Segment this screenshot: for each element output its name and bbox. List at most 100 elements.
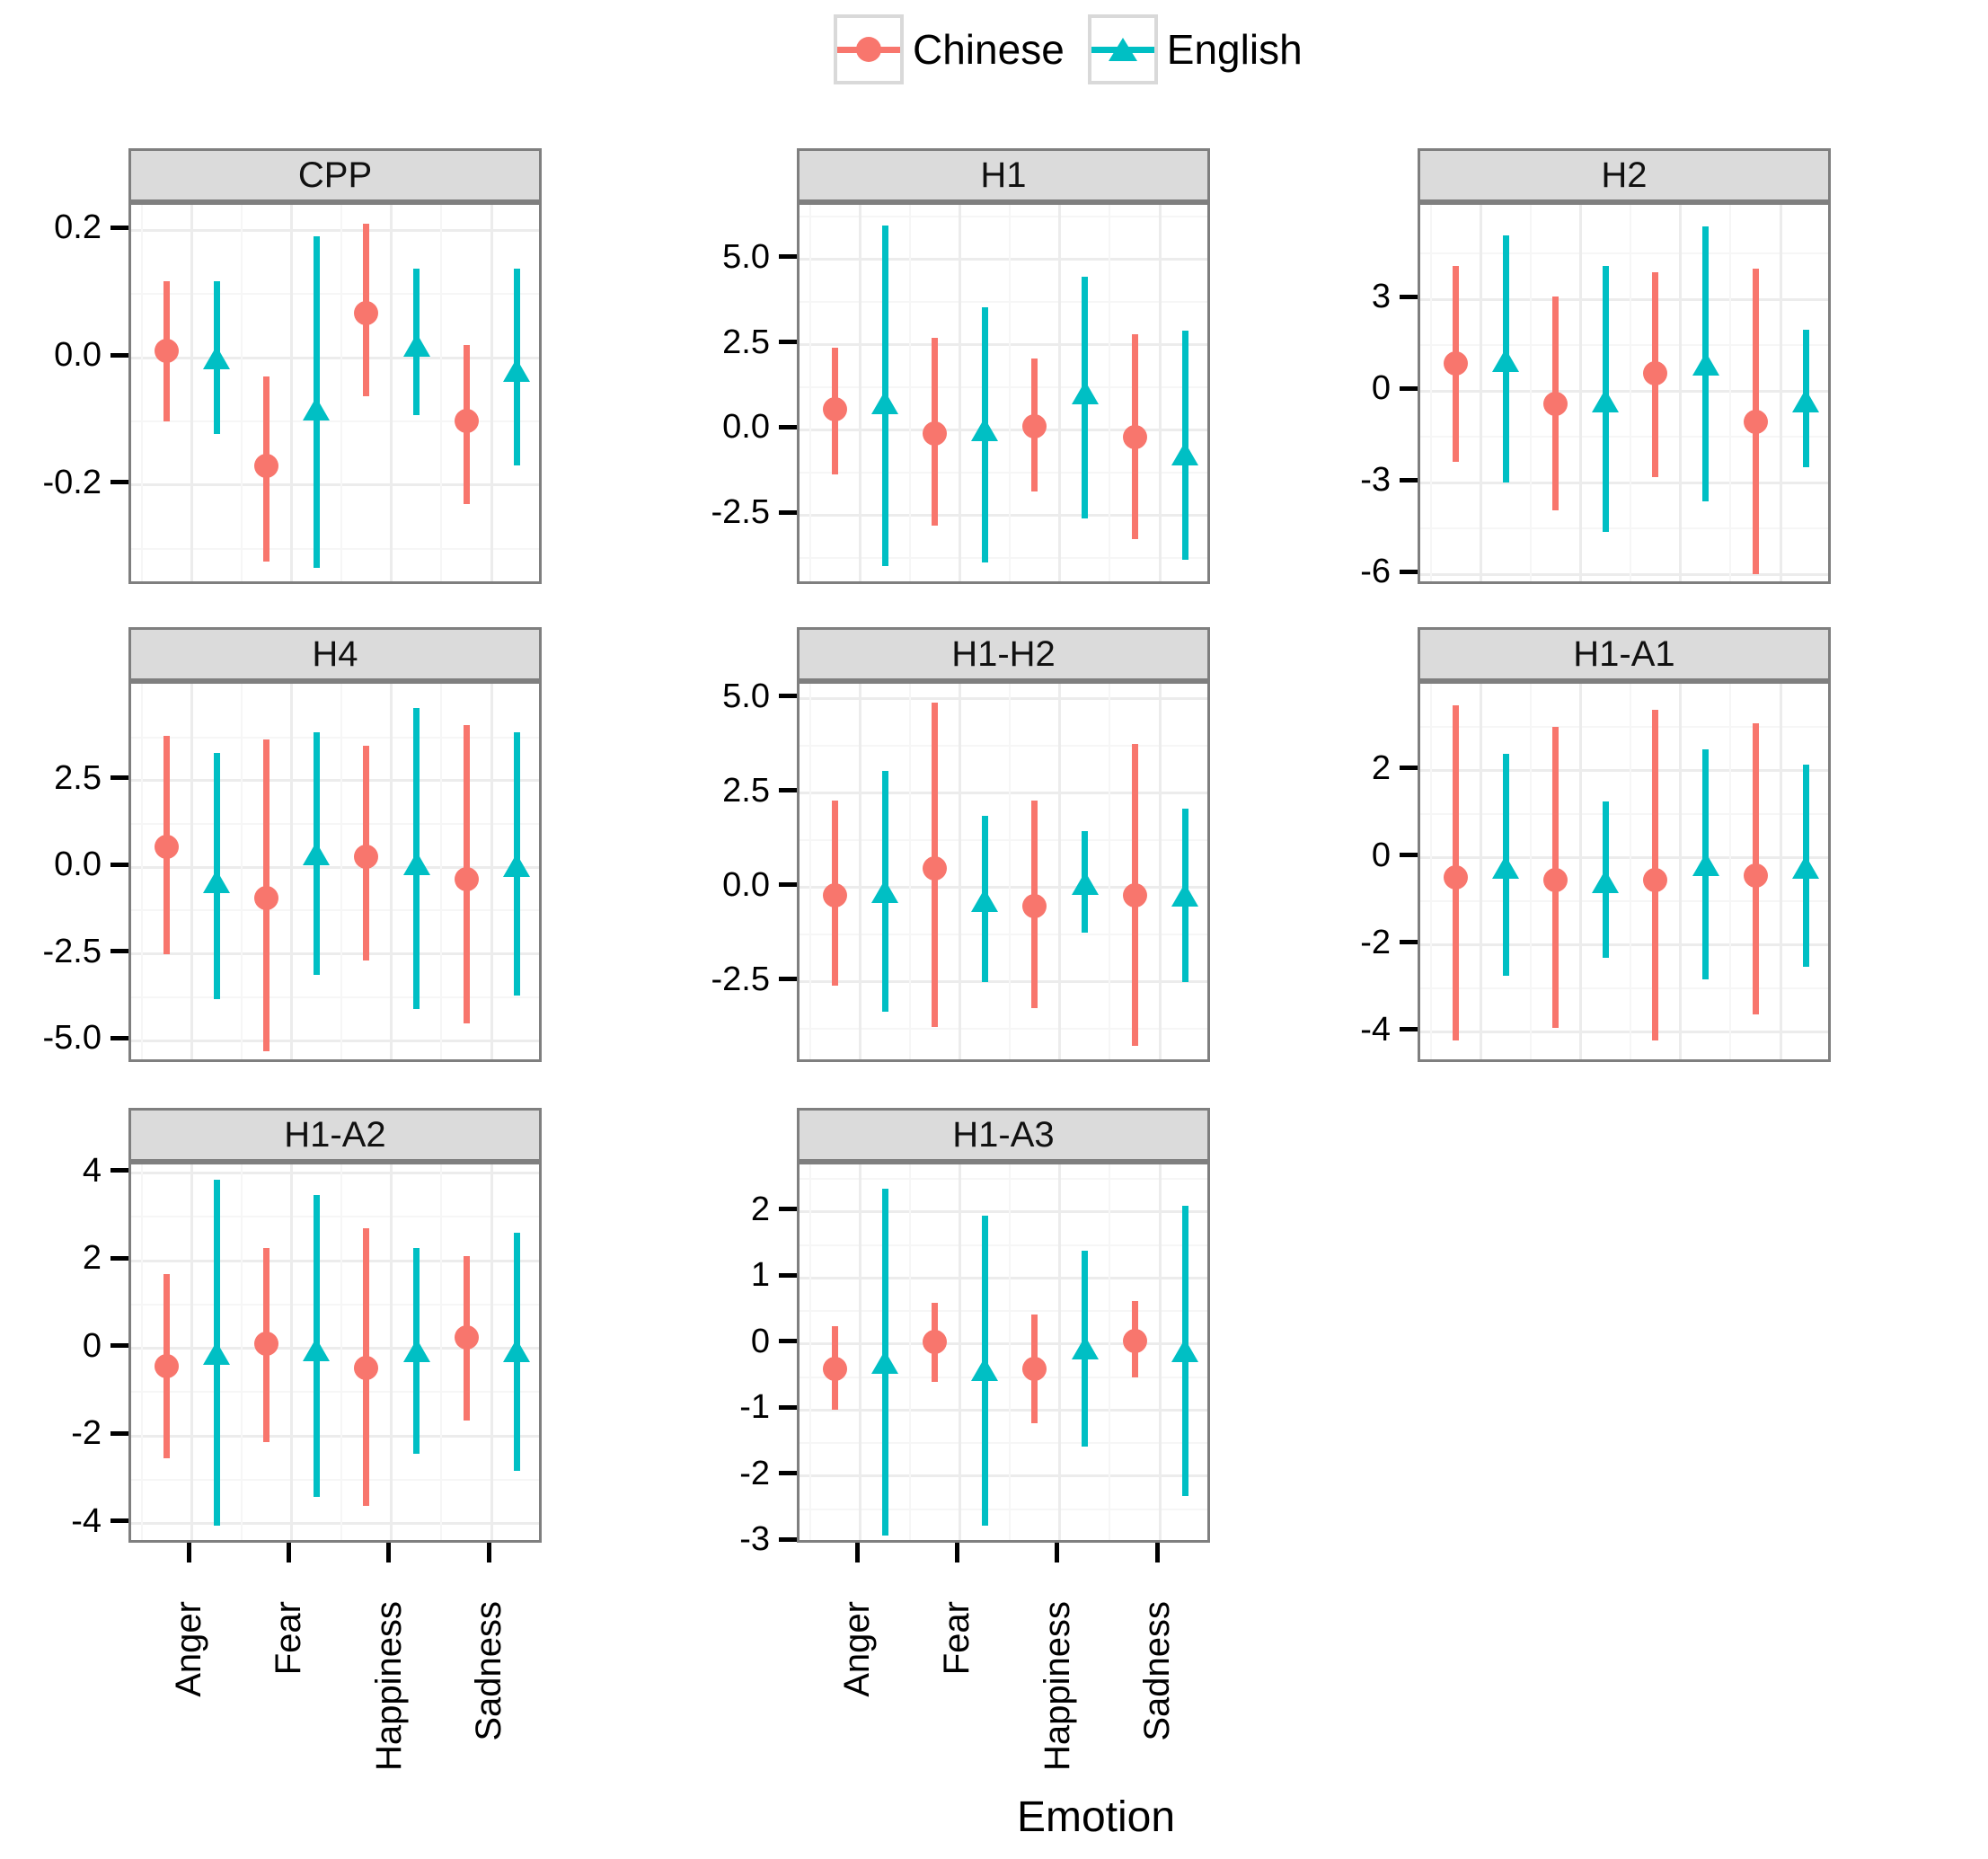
gridline-minor-vertical bbox=[908, 684, 911, 1059]
gridline-major bbox=[800, 1276, 1207, 1279]
legend-item-chinese: Chinese bbox=[834, 14, 1065, 84]
chinese-circle-marker bbox=[1542, 391, 1568, 416]
gridline-major-vertical bbox=[1058, 684, 1062, 1059]
y-tick-label: 2 bbox=[1371, 748, 1391, 787]
y-tick bbox=[110, 1035, 128, 1040]
gridline-minor-vertical bbox=[240, 684, 243, 1059]
y-tick-label: -4 bbox=[1360, 1010, 1391, 1049]
gridline-minor-vertical bbox=[1529, 205, 1532, 581]
english-triangle-marker bbox=[871, 879, 899, 903]
y-tick bbox=[779, 1471, 797, 1476]
gridline-minor bbox=[131, 736, 539, 739]
gridline-minor-vertical bbox=[340, 684, 343, 1059]
gridline-minor-vertical bbox=[808, 684, 811, 1059]
gridline-minor-vertical bbox=[808, 205, 811, 581]
gridline-minor bbox=[131, 823, 539, 826]
gridline-minor-vertical bbox=[1109, 1164, 1111, 1540]
chinese-circle-marker bbox=[154, 1353, 179, 1378]
gridline-major bbox=[800, 1342, 1207, 1346]
x-axis-title: Emotion bbox=[1016, 1793, 1176, 1841]
y-tick bbox=[1400, 853, 1418, 858]
chinese-circle-marker bbox=[253, 1332, 278, 1357]
gridline-major bbox=[800, 792, 1207, 795]
chinese-circle-marker bbox=[922, 420, 947, 446]
gridline-minor bbox=[800, 839, 1207, 842]
gridline-major bbox=[1420, 943, 1828, 947]
english-triangle-marker bbox=[203, 346, 231, 369]
gridline-major bbox=[131, 1039, 539, 1042]
y-tick-label: 0.0 bbox=[54, 845, 102, 884]
y-tick bbox=[110, 1255, 128, 1261]
gridline-minor-vertical bbox=[1009, 1164, 1012, 1540]
y-tick bbox=[779, 1207, 797, 1212]
chinese-circle-marker bbox=[454, 409, 479, 434]
gridline-major bbox=[1420, 1031, 1828, 1034]
facet-strip: H1-A3 bbox=[797, 1108, 1210, 1162]
y-tick-label: 4 bbox=[82, 1151, 102, 1190]
english-triangle-marker bbox=[871, 391, 899, 415]
gridline-major bbox=[800, 1408, 1207, 1412]
gridline-minor-vertical bbox=[541, 1164, 542, 1540]
english-triangle-marker bbox=[1592, 388, 1620, 412]
gridline-minor-vertical bbox=[440, 205, 443, 581]
gridline-minor bbox=[1420, 987, 1828, 990]
gridline-minor-vertical bbox=[1830, 205, 1831, 581]
english-triangle-marker bbox=[1171, 442, 1199, 465]
gridline-major bbox=[1420, 297, 1828, 301]
y-tick bbox=[110, 1343, 128, 1349]
gridline-major-vertical bbox=[390, 684, 393, 1059]
x-tick bbox=[186, 1543, 191, 1562]
x-category-label: Sadness bbox=[469, 1601, 509, 1741]
gridline-major bbox=[800, 1210, 1207, 1214]
facet-title: H1-A1 bbox=[1573, 633, 1675, 674]
y-tick-label: -5.0 bbox=[42, 1019, 102, 1058]
chinese-circle-marker bbox=[354, 1356, 379, 1381]
gridline-major-vertical bbox=[289, 684, 293, 1059]
y-tick-label: -2 bbox=[71, 1414, 102, 1453]
gridline-major-vertical bbox=[958, 1164, 961, 1540]
y-tick bbox=[1400, 385, 1418, 391]
chinese-circle-marker bbox=[1022, 1357, 1047, 1382]
gridline-minor-vertical bbox=[1729, 684, 1732, 1059]
y-tick bbox=[1400, 477, 1418, 482]
gridline-minor bbox=[131, 1391, 539, 1394]
y-tick bbox=[779, 424, 797, 429]
chinese-circle-marker bbox=[1542, 867, 1568, 892]
x-tick bbox=[286, 1543, 291, 1562]
facet-title: H1-H2 bbox=[951, 633, 1056, 674]
chinese-circle-marker bbox=[822, 397, 847, 422]
facet-strip: CPP bbox=[128, 148, 542, 202]
gridline-minor-vertical bbox=[1429, 684, 1432, 1059]
english-triangle-marker bbox=[402, 852, 430, 876]
english-triangle-icon bbox=[1108, 38, 1137, 61]
legend-label-english: English bbox=[1166, 26, 1303, 73]
chinese-circle-marker bbox=[1122, 882, 1147, 907]
x-category-label: Happiness bbox=[1037, 1601, 1077, 1772]
gridline-major-vertical bbox=[490, 205, 493, 581]
gridline-minor-vertical bbox=[1830, 684, 1831, 1059]
y-tick-label: -1 bbox=[739, 1388, 770, 1427]
gridline-major bbox=[800, 697, 1207, 701]
chinese-circle-marker bbox=[354, 300, 379, 325]
gridline-minor-vertical bbox=[240, 1164, 243, 1540]
y-tick-label: -3 bbox=[739, 1520, 770, 1559]
gridline-major-vertical bbox=[390, 1164, 393, 1540]
gridline-major-vertical bbox=[1679, 205, 1683, 581]
y-tick-label: 3 bbox=[1371, 278, 1391, 316]
y-tick bbox=[779, 340, 797, 345]
y-tick bbox=[110, 949, 128, 954]
y-tick-label: -3 bbox=[1360, 461, 1391, 500]
gridline-minor bbox=[800, 1244, 1207, 1246]
y-tick-label: 0 bbox=[1371, 369, 1391, 408]
gridline-minor bbox=[800, 1442, 1207, 1445]
english-triangle-marker bbox=[1171, 883, 1199, 907]
facet-panel bbox=[797, 202, 1210, 584]
y-tick-label: -2.5 bbox=[711, 493, 770, 532]
gridline-major bbox=[800, 886, 1207, 890]
x-category-label: Anger bbox=[169, 1601, 209, 1697]
facet-title: H1 bbox=[980, 155, 1027, 195]
y-tick-label: 2 bbox=[82, 1239, 102, 1278]
y-tick bbox=[110, 862, 128, 867]
gridline-minor-vertical bbox=[1009, 205, 1012, 581]
legend-key-english bbox=[1087, 14, 1158, 84]
